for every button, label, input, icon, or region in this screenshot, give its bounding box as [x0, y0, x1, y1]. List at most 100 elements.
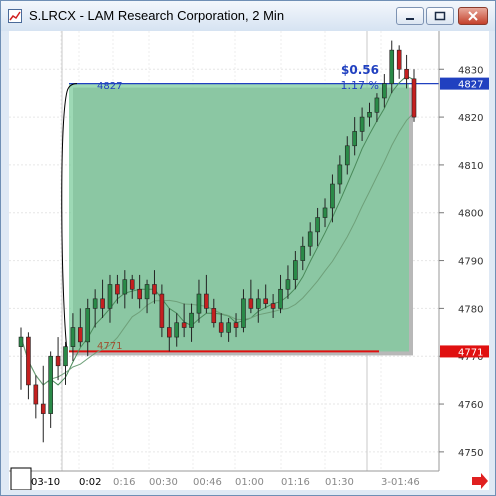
close-button[interactable]	[458, 7, 488, 25]
moving-average-slow	[20, 112, 415, 386]
candle-body	[122, 279, 128, 295]
price-flag-label: 4827	[458, 80, 483, 91]
candle-body	[300, 245, 306, 261]
x-tick-label: 3-01:46	[381, 477, 420, 488]
candle-body	[307, 231, 313, 247]
price-flag	[440, 345, 489, 358]
candle-body	[55, 355, 61, 367]
x-tick-label: 0:16	[113, 477, 135, 488]
candle-body	[78, 327, 83, 343]
candle-body	[100, 298, 105, 309]
x-tick-label: 03-10	[31, 477, 60, 488]
candle-body	[359, 116, 365, 132]
candle-body	[411, 78, 417, 118]
price-axis[interactable]	[439, 31, 489, 490]
price-change-label: $0.56	[341, 63, 379, 77]
x-tick-label: 00:46	[193, 477, 222, 488]
candle-body	[285, 279, 291, 290]
candle-body	[293, 260, 298, 280]
candle-body	[159, 293, 165, 328]
candle-body	[137, 288, 142, 300]
title-bar[interactable]: S.LRCX - LAM Research Corporation, 2 Min	[1, 1, 495, 31]
candle-body	[278, 288, 283, 309]
x-tick-label: 0:02	[79, 477, 101, 488]
candle-body	[396, 49, 402, 70]
minimize-button[interactable]	[396, 7, 424, 25]
candle-body	[70, 327, 76, 347]
candle-body	[367, 112, 372, 118]
y-tick-label: 4790	[458, 257, 483, 268]
y-tick-label: 4830	[458, 65, 483, 76]
candle-body	[107, 284, 113, 309]
candle-body	[40, 403, 46, 414]
candle-body	[389, 49, 395, 84]
candle-body	[204, 293, 209, 309]
candle-body	[352, 131, 357, 147]
candle-body	[115, 284, 120, 295]
candle-body	[196, 293, 202, 314]
price-flags: 4827 4771	[440, 77, 489, 358]
range-high-label: 4827	[97, 81, 122, 92]
time-axis[interactable]	[9, 471, 489, 490]
candle-body	[189, 312, 194, 328]
y-tick-label: 4770	[458, 352, 483, 363]
candle-body	[233, 322, 239, 328]
candle-body	[226, 322, 231, 333]
x-tick-label: 01:16	[281, 477, 310, 488]
time-axis-ticks: 03-10 0:02 0:16 00:30 00:46 01:00 01:16 01:30 3-…	[31, 477, 420, 488]
maximize-button[interactable]	[426, 7, 454, 25]
percent-change-label: 1.17 %	[341, 79, 379, 92]
candle-body	[404, 68, 409, 80]
chart-window-icon	[8, 9, 22, 23]
candle-body	[181, 322, 187, 328]
price-chart[interactable]: 4827 4771 $0.56 1.17 % 48304820481048004…	[9, 31, 489, 490]
y-tick-label: 4780	[458, 304, 483, 315]
price-flag	[440, 77, 489, 90]
candle-body	[129, 279, 135, 290]
candle-body	[322, 207, 328, 218]
price-axis-ticks: 4830 4820 4810 4800 4790 4780 4770 4760 4750	[439, 65, 483, 459]
candle-body	[255, 298, 261, 309]
candle-body	[33, 384, 39, 405]
candle-body	[63, 346, 68, 367]
window-title: S.LRCX - LAM Research Corporation, 2 Min	[29, 8, 285, 23]
candle-body	[270, 303, 276, 309]
range-box-left-curve	[61, 83, 78, 352]
x-tick-label: 00:30	[149, 477, 178, 488]
minimize-icon	[406, 18, 414, 20]
candle-body	[167, 327, 172, 338]
y-tick-label: 4760	[458, 400, 483, 411]
candle-body	[26, 336, 31, 386]
axis-corner-box[interactable]	[10, 467, 32, 490]
candle-body	[152, 284, 157, 295]
candle-body	[48, 355, 53, 414]
candle-body	[248, 298, 254, 309]
candle-body	[18, 336, 24, 347]
candle-body	[92, 298, 98, 309]
candle-body	[211, 308, 217, 324]
x-tick-label: 01:00	[235, 477, 264, 488]
close-icon	[468, 11, 478, 21]
y-tick-label: 4750	[458, 448, 483, 459]
maximize-icon	[434, 11, 446, 21]
y-tick-label: 4800	[458, 209, 483, 220]
candle-body	[218, 322, 224, 333]
candle-body	[174, 322, 180, 338]
scroll-right-arrow-icon[interactable]	[472, 473, 488, 489]
chart-area[interactable]: 4827 4771 $0.56 1.17 % 4830 4820 4810 4800 4…	[9, 31, 489, 490]
candle-body	[241, 298, 246, 328]
y-tick-label: 4820	[458, 113, 483, 124]
candle-body	[374, 97, 380, 113]
candle-body	[337, 164, 343, 185]
candle-body	[382, 83, 387, 99]
candle-body	[263, 298, 268, 304]
candle-body	[315, 217, 320, 233]
y-tick-label: 4810	[458, 161, 483, 172]
candle-body	[330, 183, 335, 209]
range-low-label: 4771	[97, 341, 122, 352]
range-box	[69, 83, 409, 352]
candle-body	[85, 308, 91, 343]
candles	[18, 40, 417, 443]
price-flag-label: 4771	[458, 347, 483, 358]
